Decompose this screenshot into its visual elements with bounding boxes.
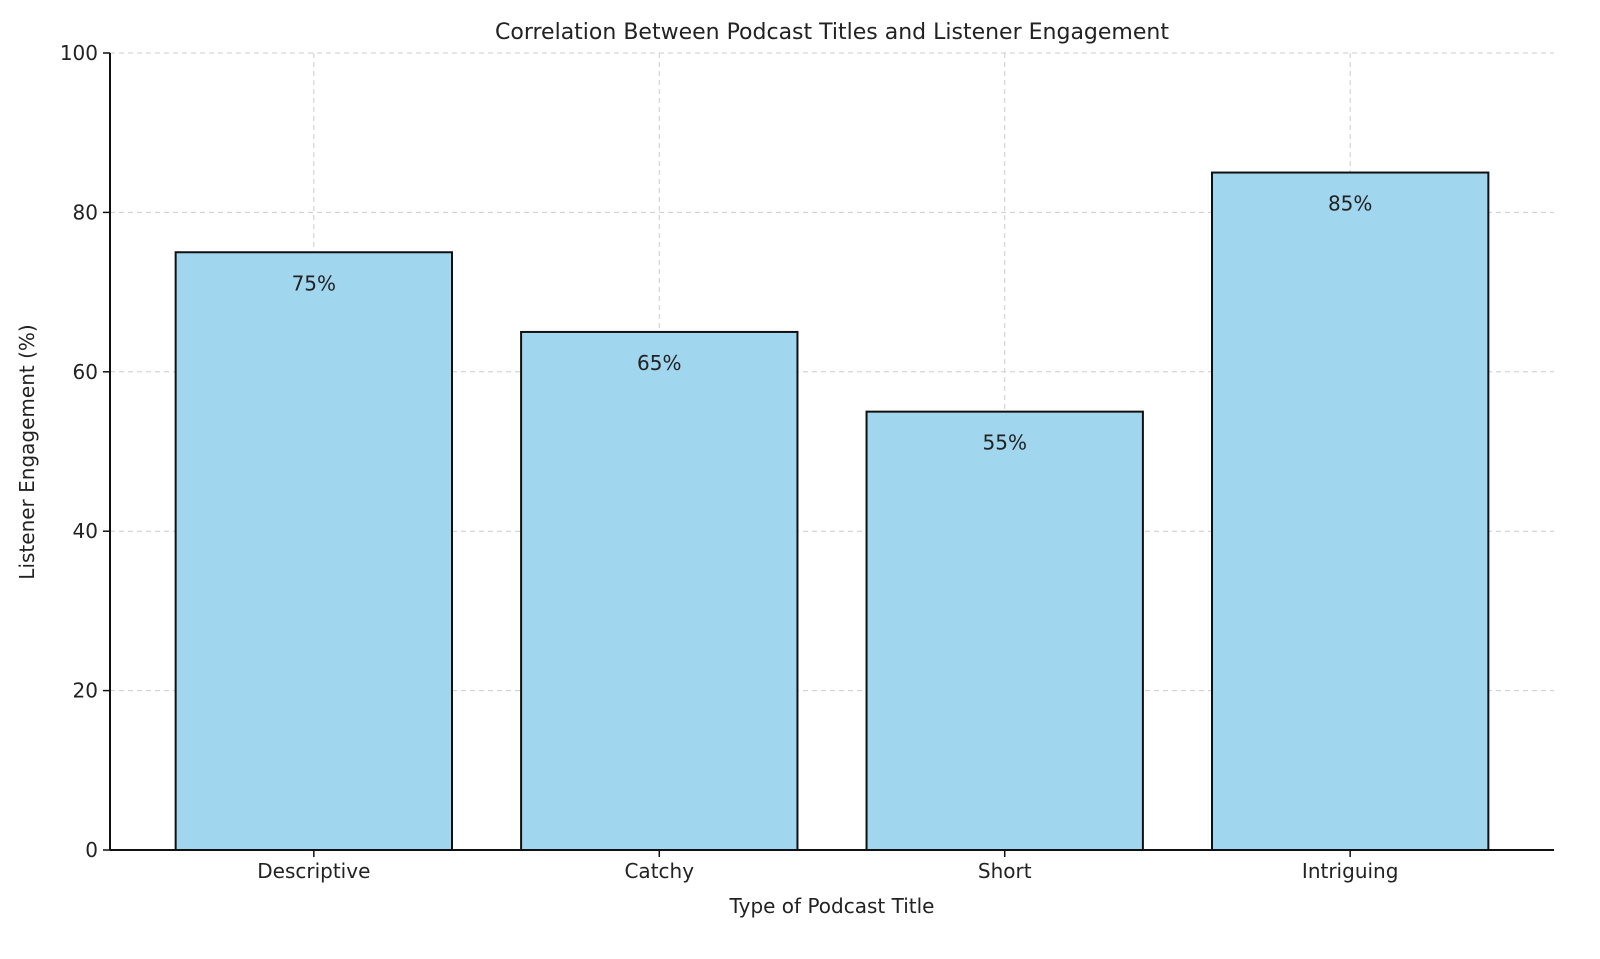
y-tick-label: 80 xyxy=(73,200,98,224)
x-tick-label: Intriguing xyxy=(1302,859,1399,883)
chart-title: Correlation Between Podcast Titles and L… xyxy=(495,20,1169,45)
y-axis-label: Listener Engagement (%) xyxy=(15,324,39,579)
x-axis-label: Type of Podcast Title xyxy=(729,894,935,918)
x-tick-label: Catchy xyxy=(624,859,694,883)
bar-short xyxy=(865,410,1144,851)
data-label: 55% xyxy=(983,431,1027,455)
data-label: 85% xyxy=(1328,192,1372,216)
y-tick-label: 40 xyxy=(73,519,98,543)
x-tick-label: Short xyxy=(978,859,1032,883)
axes: 0 20 40 60 80 100 Descriptive Catchy Short Intrig… xyxy=(60,41,1554,883)
x-tick-label: Descriptive xyxy=(257,859,370,883)
y-tick-label: 20 xyxy=(73,679,98,703)
y-tick-label: 0 xyxy=(85,838,98,862)
bar-intriguing xyxy=(1211,171,1490,852)
bar-catchy xyxy=(520,330,799,851)
bars: 75% 65% 55% 85% xyxy=(174,171,1490,852)
y-tick-label: 100 xyxy=(60,41,98,65)
bar-descriptive xyxy=(174,251,454,851)
data-label: 65% xyxy=(637,351,681,375)
y-tick-label: 60 xyxy=(73,360,98,384)
data-label: 75% xyxy=(292,271,336,295)
